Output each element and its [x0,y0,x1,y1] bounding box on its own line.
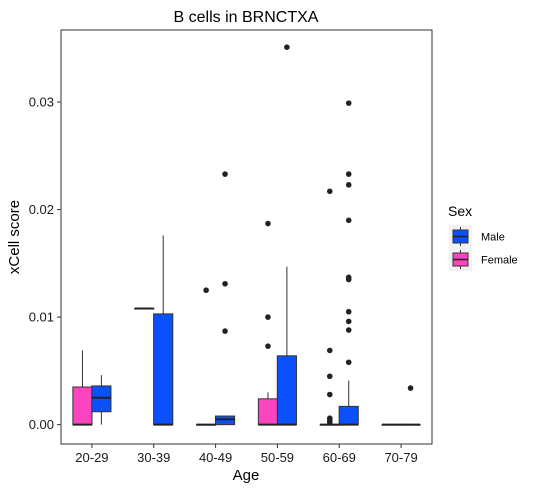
outlier-point [265,314,271,320]
outlier-point [265,220,271,227]
box-male-40-49 [214,171,236,426]
outlier-point [326,391,333,398]
box-female-50-59 [257,220,279,426]
legend-label: Female [481,255,518,267]
box-iqr [276,355,297,426]
outlier-point [407,385,414,391]
box-female-70-79 [381,423,402,426]
outlier-point [284,44,290,51]
box-male-60-69 [338,100,359,426]
outlier-point [222,171,228,177]
outlier-point [345,359,352,366]
outlier-point [326,415,333,421]
outlier-point [326,188,333,195]
legend: Sex Male Female [448,203,518,271]
outlier-point [345,327,352,333]
legend-item-male: Male [449,225,505,248]
box-iqr [257,398,279,426]
x-tick-label: 50-59 [261,450,294,465]
outlier-point [345,100,352,106]
box-iqr [338,405,359,426]
y-axis: 0.00 0.01 0.02 0.03 [29,95,61,432]
box-female-30-39 [134,307,155,310]
outlier-point [222,280,228,287]
box-iqr [153,313,174,426]
y-tick-label: 0.03 [29,95,54,110]
x-tick-label: 70-79 [384,450,417,465]
box-male-20-29 [91,375,112,425]
y-axis-title: xCell score [6,200,23,274]
outlier-point [345,171,352,177]
x-tick-label: 60-69 [323,450,356,465]
x-tick-label: 30-39 [137,450,170,465]
outlier-point [345,217,352,224]
chart-title: B cells in BRNCTXA [174,9,319,26]
legend-title: Sex [448,203,472,219]
plot-marks [72,44,421,426]
y-tick-label: 0.00 [29,417,54,432]
x-tick-label: 40-49 [199,450,232,465]
x-axis: 20-29 30-39 40-49 50-59 60-69 70-79 [75,444,418,465]
box-iqr [214,415,236,426]
outlier-point [345,308,352,315]
box-male-70-79 [400,385,421,426]
outlier-point [326,347,333,354]
legend-item-female: Female [449,248,518,271]
box-iqr [91,385,112,413]
legend-label: Male [481,232,505,244]
y-tick-label: 0.01 [29,310,54,325]
box-iqr [72,386,93,426]
box-male-50-59 [276,44,297,426]
x-axis-title: Age [233,467,260,484]
outlier-point [222,328,228,334]
y-tick-label: 0.02 [29,202,54,217]
outlier-point [203,287,209,294]
outlier-point [345,182,352,188]
outlier-point [265,343,271,349]
plot-panel [60,29,433,445]
box-male-30-39 [153,235,174,426]
outlier-point [326,373,333,380]
x-tick-label: 20-29 [75,450,108,465]
outlier-point [345,274,352,281]
outlier-point [345,318,352,325]
